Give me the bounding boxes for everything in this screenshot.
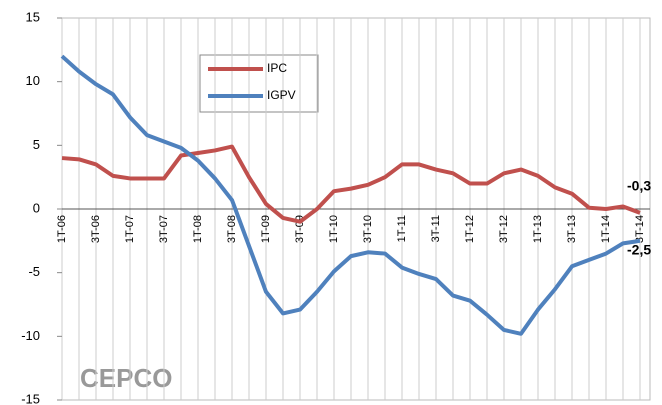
y-tick-label: 0 xyxy=(33,200,40,215)
x-tick-label: 1T-07 xyxy=(124,215,136,243)
legend xyxy=(199,54,319,113)
x-tick-label: 1T-12 xyxy=(464,215,476,243)
x-tick-label: 3T-08 xyxy=(226,215,238,243)
line-series xyxy=(60,54,641,336)
x-tick-label: 3T-11 xyxy=(430,215,442,242)
x-tick-label: 1T-10 xyxy=(328,215,340,243)
x-tick-label: 1T-14 xyxy=(600,215,612,243)
x-tick-label: 1T-09 xyxy=(260,215,272,243)
x-tick-label: 1T-13 xyxy=(532,215,544,243)
y-tick-label: -15 xyxy=(21,391,40,405)
legend-label: IGPV xyxy=(267,88,296,102)
value-label: -2,5 xyxy=(627,242,651,258)
watermark: CEPCO xyxy=(80,363,172,393)
y-tick-label: -5 xyxy=(28,264,40,279)
y-tick-label: 5 xyxy=(33,137,40,152)
y-tick-label: -10 xyxy=(21,328,40,343)
x-tick-label: 3T-12 xyxy=(498,215,510,243)
x-tick-label: 3T-06 xyxy=(90,215,102,243)
x-tick-label: 1T-08 xyxy=(192,215,204,243)
value-label: -0,3 xyxy=(627,178,651,194)
x-tick-label: 3T-07 xyxy=(158,215,170,243)
x-tick-label: 1T-06 xyxy=(56,215,68,243)
y-tick-label: 10 xyxy=(26,73,40,88)
x-tick-label: 3T-10 xyxy=(362,215,374,243)
x-tick-label: 1T-11 xyxy=(396,215,408,242)
y-tick-label: 15 xyxy=(26,9,40,24)
x-tick-label: 3T-13 xyxy=(566,215,578,243)
line-series xyxy=(61,144,641,224)
legend-label: IPC xyxy=(267,61,287,75)
x-tick-label: 3T-14 xyxy=(634,215,646,243)
